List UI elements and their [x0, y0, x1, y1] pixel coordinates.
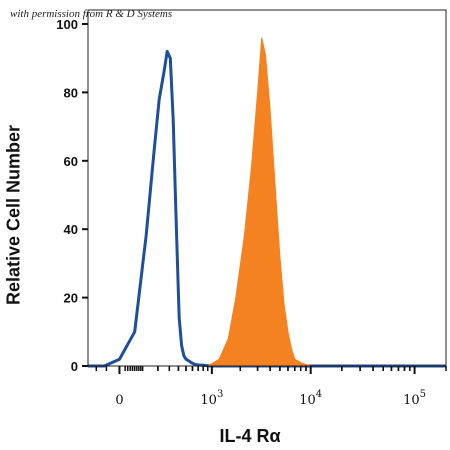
y-tick-label: 100	[56, 17, 78, 32]
y-axis-label: Relative Cell Number	[3, 124, 24, 306]
axes: 0 20 40 60 80 100 0 103 104 105	[56, 9, 447, 408]
y-tick-label: 20	[64, 291, 78, 306]
y-tick-label: 40	[64, 222, 78, 237]
series-1-filled-histogram	[88, 37, 446, 367]
x-tick-label: 104	[299, 389, 322, 408]
plot-area	[88, 37, 446, 368]
y-tick-label: 80	[64, 85, 78, 100]
x-tick-label: 0	[115, 393, 123, 408]
plot-frame	[87, 9, 447, 367]
watermark-text: with permission from R & D Systems	[10, 8, 173, 20]
y-tick-label: 60	[64, 154, 78, 169]
y-tick-label: 0	[71, 359, 78, 374]
x-axis-label: IL-4 Rα	[219, 426, 281, 446]
x-tick-label: 105	[403, 389, 426, 408]
x-tick-label: 103	[200, 389, 223, 408]
